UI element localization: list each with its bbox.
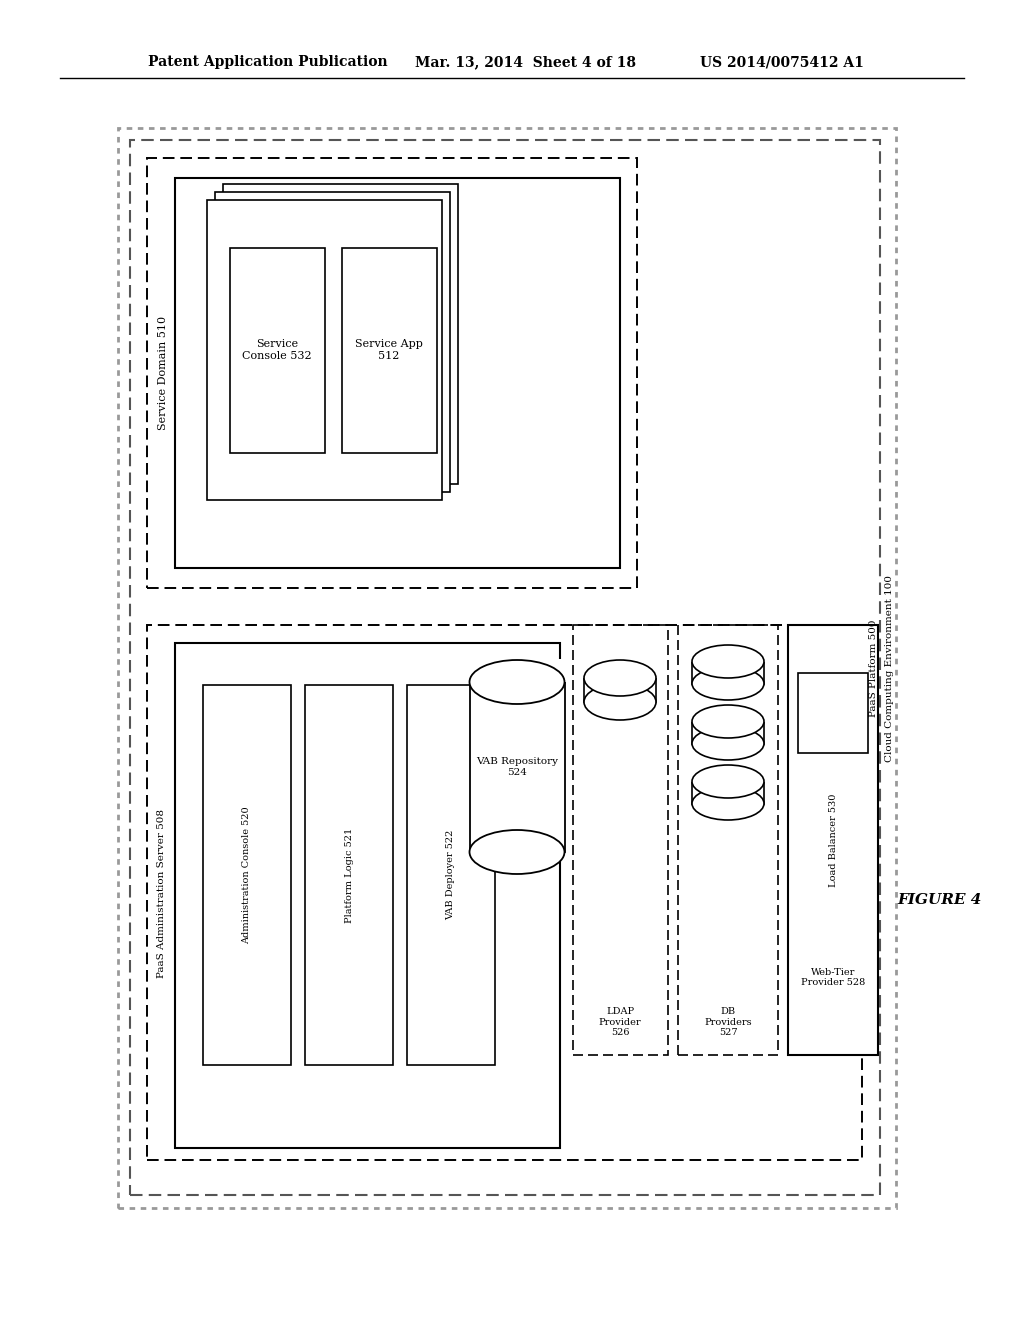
- Bar: [692, 781, 764, 804]
- Text: VAB Deployer 522: VAB Deployer 522: [446, 830, 456, 920]
- Bar: [207, 201, 442, 500]
- Text: Patent Application Publication: Patent Application Publication: [148, 55, 388, 69]
- Bar: [692, 722, 764, 743]
- Bar: [175, 643, 560, 1148]
- Bar: [691, 764, 765, 781]
- Text: Mar. 13, 2014  Sheet 4 of 18: Mar. 13, 2014 Sheet 4 of 18: [415, 55, 636, 69]
- Text: Platform Logic 521: Platform Logic 521: [344, 828, 353, 923]
- Text: Service Domain 510: Service Domain 510: [158, 315, 168, 430]
- Bar: [223, 183, 458, 484]
- Bar: [342, 248, 437, 453]
- Bar: [130, 140, 880, 1195]
- Text: Service
Console 532: Service Console 532: [243, 339, 312, 360]
- Ellipse shape: [692, 727, 764, 760]
- Bar: [175, 178, 620, 568]
- Bar: [147, 624, 862, 1160]
- Ellipse shape: [692, 705, 764, 738]
- Bar: [573, 624, 668, 1055]
- Bar: [788, 624, 878, 1055]
- Text: Load Balancer 530: Load Balancer 530: [828, 793, 838, 887]
- Ellipse shape: [692, 667, 764, 700]
- Bar: [583, 659, 657, 678]
- Bar: [203, 685, 291, 1065]
- Bar: [691, 704, 765, 722]
- Bar: [584, 678, 656, 702]
- Bar: [692, 661, 764, 684]
- Text: Web-Tier
Provider 528: Web-Tier Provider 528: [801, 968, 865, 987]
- Bar: [788, 624, 878, 1005]
- Ellipse shape: [469, 830, 564, 874]
- Bar: [147, 158, 637, 587]
- Text: US 2014/0075412 A1: US 2014/0075412 A1: [700, 55, 864, 69]
- Text: DB
Providers
527: DB Providers 527: [705, 1007, 752, 1038]
- Bar: [215, 191, 450, 492]
- Text: LDAP
Provider
526: LDAP Provider 526: [599, 1007, 641, 1038]
- Ellipse shape: [692, 766, 764, 799]
- Bar: [469, 682, 564, 851]
- Ellipse shape: [584, 660, 656, 696]
- Ellipse shape: [469, 660, 564, 704]
- Bar: [469, 659, 565, 682]
- Text: PaaS Administration Server 508: PaaS Administration Server 508: [158, 808, 167, 978]
- Bar: [305, 685, 393, 1065]
- Text: VAB Repository
524: VAB Repository 524: [476, 758, 558, 776]
- Text: PaaS Platform 500: PaaS Platform 500: [868, 619, 878, 717]
- Ellipse shape: [692, 645, 764, 678]
- Bar: [798, 673, 868, 752]
- Bar: [691, 644, 765, 661]
- Text: Service App
512: Service App 512: [355, 339, 423, 360]
- Bar: [407, 685, 495, 1065]
- Bar: [118, 128, 896, 1208]
- Bar: [230, 248, 325, 453]
- Text: FIGURE 4: FIGURE 4: [898, 894, 982, 907]
- Text: Administration Console 520: Administration Console 520: [243, 807, 252, 944]
- Text: Cloud Computing Environment 100: Cloud Computing Environment 100: [886, 574, 895, 762]
- Bar: [678, 624, 778, 1055]
- Ellipse shape: [692, 787, 764, 820]
- Ellipse shape: [584, 684, 656, 719]
